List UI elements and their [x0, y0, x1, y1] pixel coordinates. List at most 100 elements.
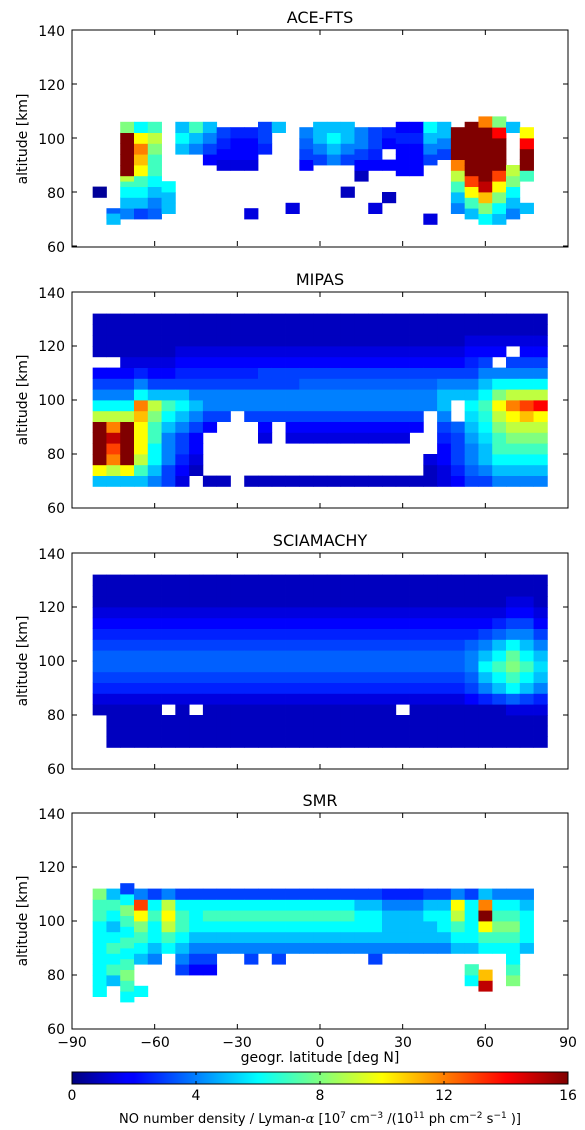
heatmap-cell	[492, 736, 507, 748]
heatmap-cell	[258, 931, 273, 943]
heatmap-cell	[92, 574, 107, 586]
heatmap-cell	[313, 921, 328, 933]
heatmap-cell	[492, 138, 507, 150]
heatmap-cell	[409, 888, 424, 900]
heatmap-cell	[189, 121, 204, 133]
heatmap-cell	[450, 715, 466, 727]
heatmap-cell	[519, 443, 534, 455]
heatmap-cell	[299, 693, 314, 705]
heatmap-cell	[326, 693, 342, 705]
heatmap-cell	[285, 682, 300, 694]
heatmap-cell	[313, 378, 328, 390]
heatmap-cell	[134, 596, 149, 608]
heatmap-cell	[478, 650, 493, 662]
heatmap-cell	[313, 942, 328, 954]
heatmap-cell	[202, 313, 218, 325]
heatmap-cell	[533, 715, 548, 727]
heatmap-cell	[340, 921, 355, 933]
heatmap-cell	[106, 454, 121, 466]
heatmap-cell	[299, 432, 314, 444]
heatmap-cell	[506, 899, 521, 911]
heatmap-cell	[492, 159, 507, 171]
heatmap-cell	[492, 661, 507, 673]
heatmap-cell	[147, 313, 162, 325]
y-tick-label: 80	[47, 968, 65, 984]
heatmap-cell	[258, 942, 273, 954]
heatmap-cell	[189, 596, 204, 608]
heatmap-cell	[354, 899, 369, 911]
heatmap-cell	[313, 154, 328, 166]
heatmap-cell	[409, 410, 424, 422]
panel-title: SMR	[302, 791, 337, 810]
heatmap-cell	[313, 725, 328, 737]
heatmap-cell	[271, 607, 286, 619]
heatmap-cell	[147, 367, 162, 379]
heatmap-cell	[202, 888, 218, 900]
heatmap-cell	[464, 356, 479, 368]
heatmap-cell	[368, 931, 383, 943]
heatmap-cell	[92, 671, 107, 683]
heatmap-cell	[450, 475, 466, 487]
heatmap-cell	[423, 585, 438, 597]
heatmap-cell	[189, 432, 204, 444]
heatmap-cell	[326, 617, 342, 629]
heatmap-cell	[464, 335, 479, 347]
heatmap-cell	[492, 574, 507, 586]
heatmap-cell	[134, 661, 149, 673]
heatmap-cell	[120, 475, 135, 487]
heatmap-cell	[519, 942, 534, 954]
heatmap-cell	[244, 639, 259, 651]
heatmap-cell	[450, 181, 466, 193]
heatmap-cell	[437, 736, 452, 748]
heatmap-cell	[368, 324, 383, 336]
heatmap-cell	[519, 410, 534, 422]
heatmap-cell	[258, 617, 273, 629]
heatmap-cell	[216, 617, 231, 629]
panel-title: MIPAS	[296, 270, 344, 289]
heatmap-cell	[216, 400, 231, 412]
heatmap-cell	[313, 661, 328, 673]
heatmap-cell	[506, 186, 521, 198]
heatmap-cell	[189, 421, 204, 433]
heatmap-cell	[271, 888, 286, 900]
heatmap-cell	[106, 639, 121, 651]
heatmap-cell	[409, 132, 424, 144]
heatmap-cell	[423, 154, 438, 166]
heatmap-cell	[340, 121, 355, 133]
colorbar-label-part: [10	[314, 1112, 340, 1127]
heatmap-cell	[519, 661, 534, 673]
heatmap-cell	[161, 693, 176, 705]
y-axis-label: altitude [km]	[15, 616, 31, 707]
heatmap-cell	[175, 464, 190, 476]
heatmap-cell	[161, 367, 176, 379]
heatmap-cell	[450, 607, 466, 619]
heatmap-cell	[120, 324, 135, 336]
heatmap-cell	[409, 165, 424, 177]
heatmap-cell	[340, 693, 355, 705]
heatmap-cell	[492, 596, 507, 608]
heatmap-cell	[313, 704, 328, 716]
heatmap-cell	[450, 443, 466, 455]
heatmap-cell	[340, 356, 355, 368]
heatmap-cell	[340, 154, 355, 166]
heatmap-cell	[202, 335, 218, 347]
heatmap-cell	[258, 650, 273, 662]
heatmap-cell	[106, 953, 121, 965]
heatmap-cell	[230, 356, 245, 368]
heatmap-cell	[202, 910, 218, 922]
heatmap-cell	[244, 324, 259, 336]
heatmap-cell	[285, 715, 300, 727]
heatmap-cell	[161, 596, 176, 608]
heatmap-cell	[506, 208, 521, 220]
heatmap-cell	[354, 931, 369, 943]
heatmap-cell	[506, 464, 521, 476]
heatmap-cell	[326, 313, 342, 325]
heatmap-cell	[285, 910, 300, 922]
heatmap-cell	[244, 942, 259, 954]
heatmap-cell	[478, 475, 493, 487]
heatmap-cell	[244, 628, 259, 640]
heatmap-cell	[478, 715, 493, 727]
colorbar-label-part: NO number density / Lyman-	[119, 1112, 306, 1127]
heatmap-cell	[230, 148, 245, 160]
heatmap-cell	[382, 899, 397, 911]
